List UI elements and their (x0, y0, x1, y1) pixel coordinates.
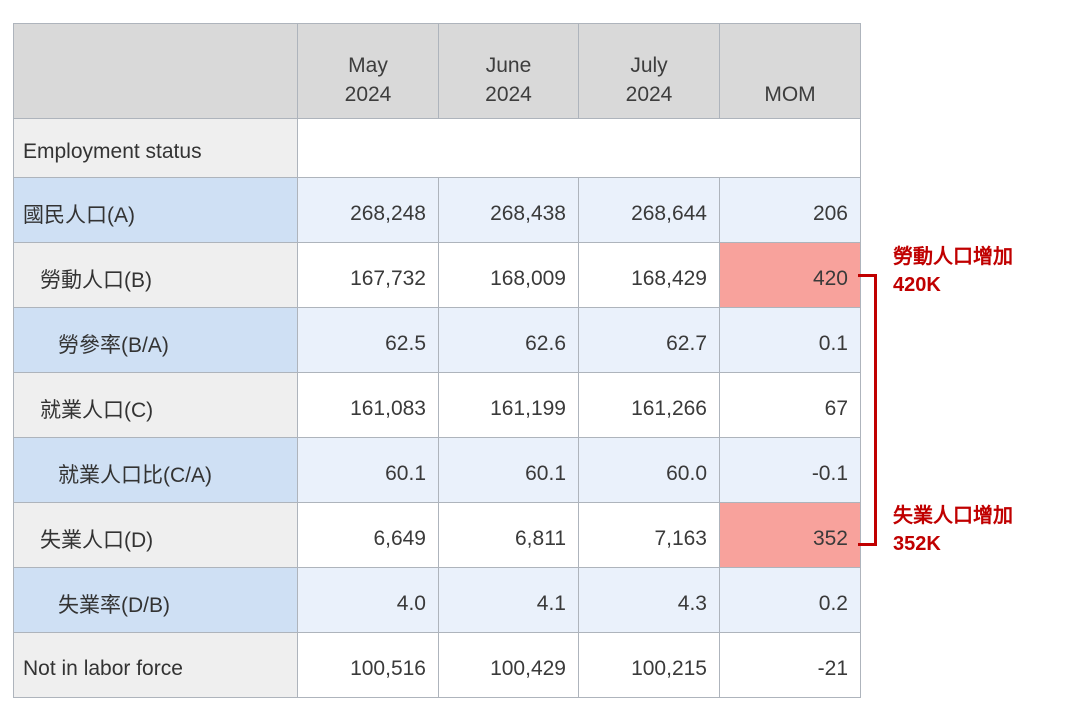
table-row-unemployment-rate: 失業率(D/B) 4.0 4.1 4.3 0.2 (13, 567, 861, 633)
table-cell: 4.1 (438, 567, 579, 633)
table-cell: 161,266 (578, 372, 720, 438)
table-cell: 161,083 (297, 372, 439, 438)
table-row-national-population: 國民人口(A) 268,248 268,438 268,644 206 (13, 177, 861, 243)
header-july-2024: July 2024 (578, 23, 720, 119)
table-row-employment-ratio: 就業人口比(C/A) 60.1 60.1 60.0 -0.1 (13, 437, 861, 503)
row-label-national-population: 國民人口(A) (13, 177, 298, 243)
table-cell: 6,811 (438, 502, 579, 568)
header-may-2024: May 2024 (297, 23, 439, 119)
row-label-labor-participation-rate: 勞參率(B/A) (13, 307, 298, 373)
table-cell: 62.5 (297, 307, 439, 373)
annotation-unemployed-increase: 失業人口增加 352K (893, 505, 1013, 555)
table-cell: 6,649 (297, 502, 439, 568)
table-cell: 206 (719, 177, 861, 243)
row-label-labor-force: 勞動人口(B) (13, 242, 298, 308)
table-cell: 168,009 (438, 242, 579, 308)
table-cell: 268,438 (438, 177, 579, 243)
table-row-labor-force: 勞動人口(B) 167,732 168,009 168,429 420 (13, 242, 861, 308)
table-cell: 268,248 (297, 177, 439, 243)
header-mom: MOM (719, 23, 861, 119)
table-cell: -21 (719, 632, 861, 698)
table-cell: 4.3 (578, 567, 720, 633)
table-row-employed: 就業人口(C) 161,083 161,199 161,266 67 (13, 372, 861, 438)
table-cell: 62.6 (438, 307, 579, 373)
section-empty-cells (297, 118, 861, 178)
header-empty-cell (13, 23, 298, 119)
row-label-unemployment-rate: 失業率(D/B) (13, 567, 298, 633)
section-row: Employment status (13, 118, 861, 178)
table-row-labor-participation-rate: 勞參率(B/A) 62.5 62.6 62.7 0.1 (13, 307, 861, 373)
row-label-employed: 就業人口(C) (13, 372, 298, 438)
table-cell: 60.1 (438, 437, 579, 503)
table-cell: 60.1 (297, 437, 439, 503)
highlighted-cell-unemployed-mom: 352 (719, 502, 861, 568)
table-cell: 7,163 (578, 502, 720, 568)
table-row-not-in-labor-force: Not in labor force 100,516 100,429 100,2… (13, 632, 861, 698)
annotation-labor-force-increase: 勞動人口增加 420K (893, 246, 1013, 296)
header-row: May 2024 June 2024 July 2024 MOM (13, 23, 861, 119)
table-cell: -0.1 (719, 437, 861, 503)
table-cell: 168,429 (578, 242, 720, 308)
table-cell: 0.1 (719, 307, 861, 373)
table-cell: 4.0 (297, 567, 439, 633)
row-label-employment-status: Employment status (13, 118, 298, 178)
table-cell: 167,732 (297, 242, 439, 308)
highlighted-cell-labor-force-mom: 420 (719, 242, 861, 308)
table-cell: 62.7 (578, 307, 720, 373)
employment-table: May 2024 June 2024 July 2024 MOM Employm… (13, 23, 861, 698)
table-cell: 0.2 (719, 567, 861, 633)
header-june-2024: June 2024 (438, 23, 579, 119)
table-cell: 100,516 (297, 632, 439, 698)
table-cell: 268,644 (578, 177, 720, 243)
table-cell: 161,199 (438, 372, 579, 438)
row-label-not-in-labor-force: Not in labor force (13, 632, 298, 698)
highlight-bracket (858, 274, 877, 546)
row-label-employment-ratio: 就業人口比(C/A) (13, 437, 298, 503)
table-cell: 67 (719, 372, 861, 438)
table-cell: 100,215 (578, 632, 720, 698)
row-label-unemployed: 失業人口(D) (13, 502, 298, 568)
table-cell: 100,429 (438, 632, 579, 698)
table-row-unemployed: 失業人口(D) 6,649 6,811 7,163 352 (13, 502, 861, 568)
table-cell: 60.0 (578, 437, 720, 503)
